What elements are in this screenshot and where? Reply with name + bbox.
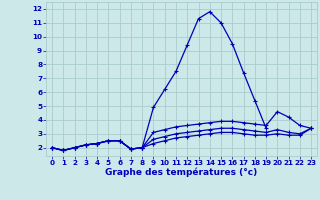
X-axis label: Graphe des températures (°c): Graphe des températures (°c) [106,168,258,177]
